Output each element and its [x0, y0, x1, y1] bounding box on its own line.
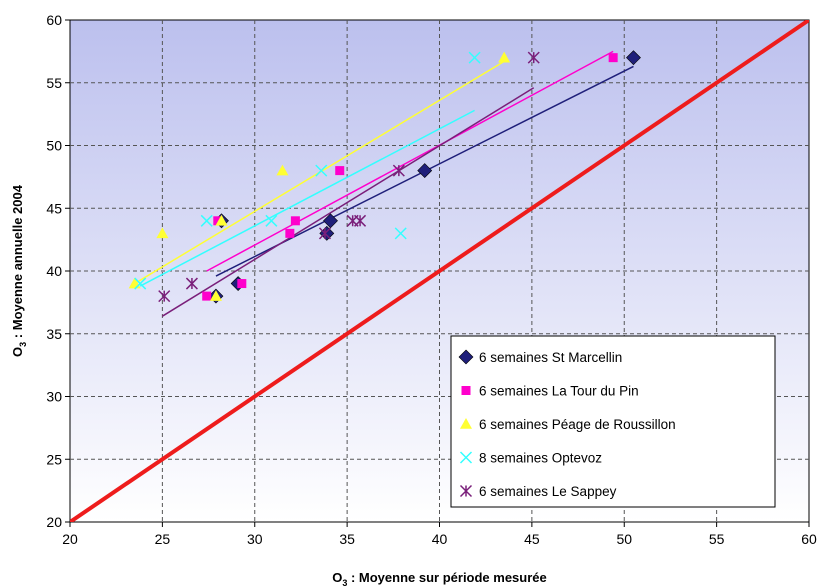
legend-label-5: 6 semaines Le Sappey	[479, 484, 617, 499]
point-series-2	[202, 291, 212, 301]
x-axis-title: O3 : Moyenne sur période mesurée	[332, 570, 547, 587]
trend-line-series-5	[161, 87, 535, 317]
point-series-4	[468, 51, 481, 64]
point-series-4	[315, 164, 328, 177]
identity-line-group	[70, 20, 809, 522]
point-series-3	[215, 214, 228, 226]
legend-label-4: 8 semaines Optevoz	[479, 451, 602, 466]
legend-label-2: 6 semaines La Tour du Pin	[479, 384, 639, 399]
point-series-3	[209, 290, 222, 301]
y-axis-title: O3 : Moyenne annuelle 2004	[10, 184, 28, 357]
legend-marker-3	[460, 418, 472, 429]
point-series-5	[185, 277, 198, 290]
y-tick-label: 30	[46, 389, 62, 405]
point-series-4	[265, 214, 278, 227]
point-series-3	[498, 51, 511, 63]
legend-marker-5	[459, 484, 473, 498]
point-series-5	[527, 51, 540, 64]
point-series-5	[158, 290, 171, 303]
y-tick-label: 45	[46, 200, 62, 216]
legend: 6 semaines St Marcellin 6 semaines La Tou…	[450, 335, 776, 508]
point-series-2	[335, 166, 345, 176]
legend-label-3: 6 semaines Péage de Roussillon	[479, 417, 676, 432]
point-series-2	[290, 216, 300, 226]
trend-line-series-2	[206, 50, 614, 272]
point-series-3	[276, 164, 289, 176]
point-series-5	[354, 214, 367, 227]
y-tick-label: 55	[46, 75, 62, 91]
point-series-4	[394, 227, 407, 240]
x-tick-label: 40	[432, 531, 448, 547]
point-series-1	[626, 50, 641, 66]
point-series-2	[213, 216, 223, 226]
y-tick-label: 35	[46, 326, 62, 342]
point-series-4	[200, 214, 213, 227]
legend-marker-4	[459, 451, 473, 464]
trend-line-series-4	[139, 109, 475, 287]
x-tick-label: 55	[709, 531, 725, 547]
legend-marker-1	[458, 349, 474, 365]
x-tick-label: 25	[155, 531, 171, 547]
y-tick-label: 20	[46, 514, 62, 530]
point-series-1	[323, 213, 338, 229]
legend-label-1: 6 semaines St Marcellin	[479, 350, 622, 365]
x-tick-label: 20	[62, 531, 78, 547]
x-tick-label: 60	[801, 531, 817, 547]
legend-box	[450, 335, 776, 508]
point-series-3	[156, 227, 169, 239]
point-series-5	[318, 227, 331, 240]
point-series-2	[285, 228, 295, 238]
y-tick-label: 25	[46, 451, 62, 467]
point-series-2	[608, 53, 618, 63]
x-tick-label: 50	[616, 531, 632, 547]
point-series-2	[237, 279, 247, 289]
identity-line	[70, 20, 809, 522]
point-series-4	[134, 277, 147, 290]
point-series-1	[417, 163, 433, 179]
point-series-5	[392, 164, 405, 177]
x-tick-label: 30	[247, 531, 263, 547]
tick-labels: 20 25 30 35 40 45 50 55 60 20 25 30 35 40 45 50 55 60	[46, 12, 817, 547]
legend-marker-2	[461, 386, 471, 395]
y-tick-label: 60	[46, 12, 62, 28]
y-tick-label: 50	[46, 138, 62, 154]
y-tick-label: 40	[46, 263, 62, 279]
x-tick-label: 45	[524, 531, 540, 547]
data-points	[128, 50, 641, 304]
x-tick-label: 35	[339, 531, 355, 547]
